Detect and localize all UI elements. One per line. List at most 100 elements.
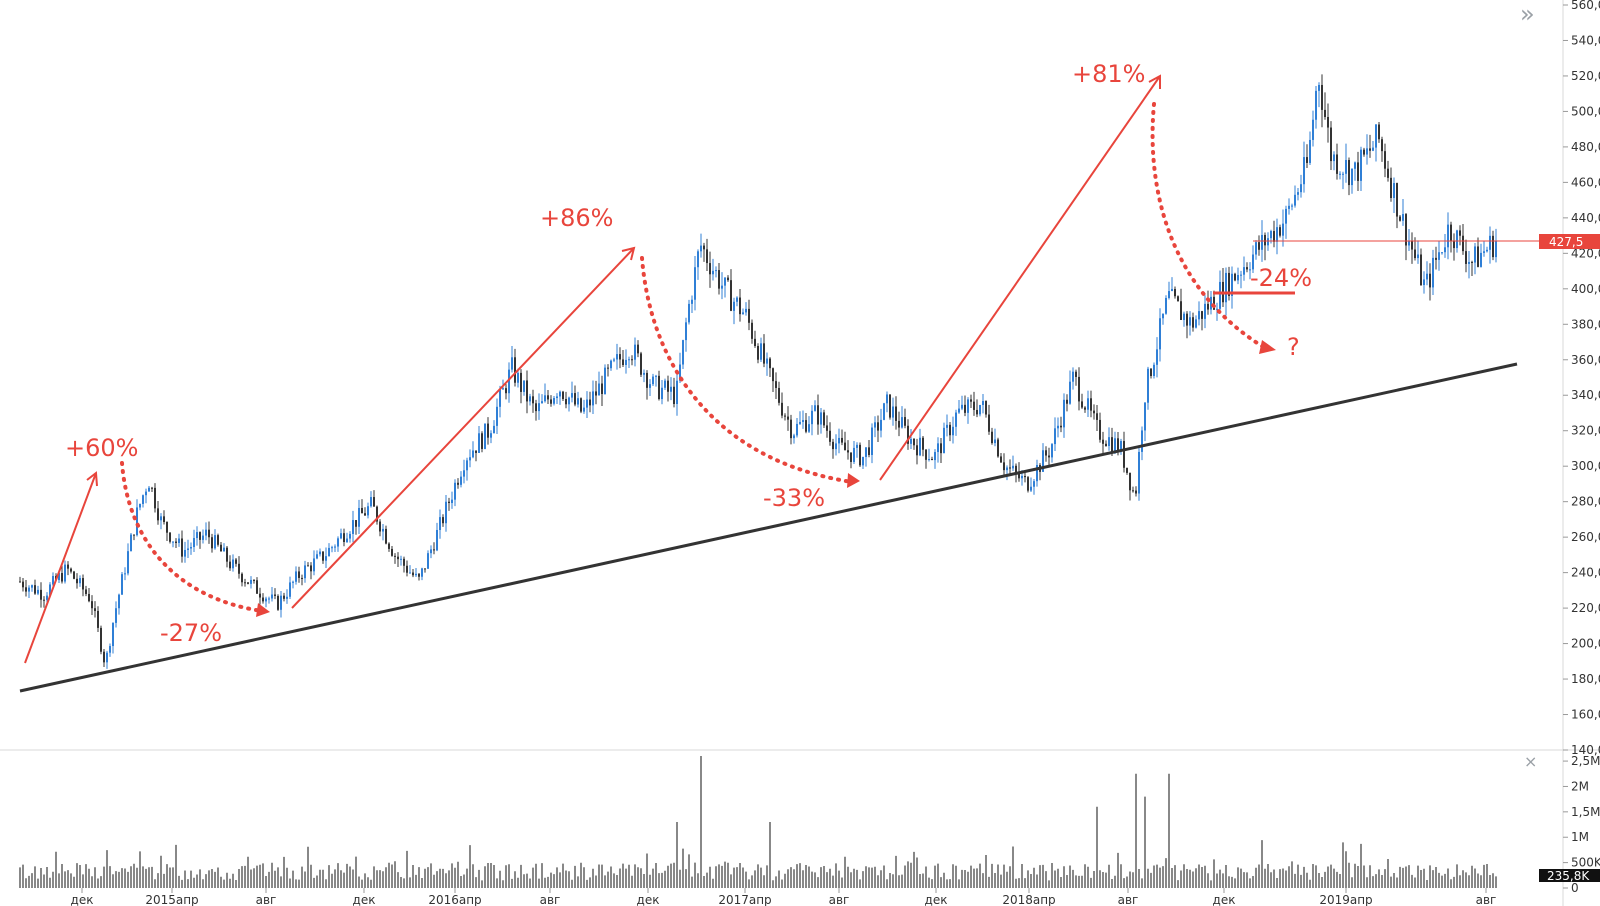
- price-tick-label: 260,0: [1571, 530, 1600, 544]
- annotation-question: ?: [1287, 333, 1300, 361]
- candle-body: [1180, 301, 1182, 321]
- candle-body: [337, 538, 339, 547]
- price-tick-label: 320,0: [1571, 424, 1600, 438]
- candle-body: [739, 297, 741, 315]
- candle-body: [148, 487, 150, 492]
- candle-body: [1198, 311, 1200, 320]
- candle-body: [976, 409, 978, 415]
- candle-body: [958, 408, 960, 413]
- candle-body: [925, 449, 927, 460]
- candle-body: [634, 344, 636, 360]
- candle-body: [799, 421, 801, 424]
- candle-body: [568, 397, 570, 405]
- candle-body: [1396, 183, 1398, 217]
- candle-body: [136, 507, 138, 536]
- candle-body: [1036, 465, 1038, 482]
- candle-body: [1183, 313, 1185, 321]
- candle-body: [658, 375, 660, 400]
- candle-body: [292, 581, 294, 583]
- candle-body: [592, 391, 594, 406]
- time-tick-label: 2015апр: [145, 893, 198, 906]
- candle-body: [67, 564, 69, 569]
- candle-body: [1408, 241, 1410, 246]
- annotation-gain-2: +86%: [540, 204, 613, 232]
- candle-body: [481, 433, 483, 449]
- candle-body: [967, 399, 969, 413]
- candle-body: [796, 423, 798, 436]
- candle-body: [961, 404, 963, 409]
- candle-body: [199, 532, 201, 540]
- candle-body: [448, 501, 450, 504]
- candle-body: [1063, 399, 1065, 428]
- candle-body: [163, 516, 165, 523]
- candle-body: [316, 554, 318, 559]
- candle-body: [1399, 216, 1401, 221]
- candle-body: [1426, 273, 1428, 280]
- annotation-loss-2: -33%: [763, 484, 825, 512]
- candle-body: [886, 394, 888, 404]
- candle-body: [178, 538, 180, 544]
- time-tick-label: дек: [353, 893, 376, 906]
- candle-body: [700, 245, 702, 252]
- candle-body: [406, 565, 408, 573]
- candle-body: [1120, 441, 1122, 452]
- candle-body: [664, 380, 666, 388]
- candle-body: [811, 410, 813, 425]
- candle-body: [1465, 251, 1467, 264]
- candle-body: [451, 499, 453, 504]
- candle-body: [889, 394, 891, 418]
- candle-body: [667, 380, 669, 392]
- candle-body: [1150, 368, 1152, 377]
- candle-body: [31, 585, 33, 588]
- candle-body: [364, 513, 366, 516]
- candle-body: [1435, 257, 1437, 260]
- candle-body: [640, 353, 642, 375]
- candle-body: [952, 426, 954, 436]
- candle-body: [1138, 451, 1140, 494]
- candle-body: [1336, 154, 1338, 174]
- candle-body: [805, 420, 807, 432]
- candle-body: [1210, 296, 1212, 310]
- candle-body: [757, 345, 759, 360]
- candle-body: [151, 487, 153, 489]
- candle-body: [34, 585, 36, 594]
- candle-body: [643, 372, 645, 375]
- candle-body: [1393, 183, 1395, 199]
- candle-body: [982, 401, 984, 405]
- drawdown-arrowhead-3: [1259, 340, 1276, 354]
- double-chevron-right-icon[interactable]: »: [1520, 0, 1535, 28]
- candle-body: [742, 312, 744, 315]
- candle-body: [121, 574, 123, 595]
- time-tick-label: дек: [1213, 893, 1236, 906]
- candle-body: [970, 399, 972, 402]
- annotation-loss-3: -24%: [1250, 264, 1312, 292]
- candle-body: [802, 420, 804, 422]
- candle-body: [637, 344, 639, 354]
- candle-body: [1045, 450, 1047, 456]
- candle-body: [286, 596, 288, 599]
- close-icon[interactable]: ×: [1524, 752, 1537, 771]
- candle-body: [1306, 157, 1308, 163]
- candle-body: [565, 399, 567, 405]
- volume-tick-label: 500K: [1571, 856, 1600, 870]
- candle-body: [1108, 437, 1110, 447]
- candle-body: [1372, 147, 1374, 151]
- candle-body: [1123, 441, 1125, 468]
- candle-body: [97, 610, 99, 628]
- candle-body: [1015, 465, 1017, 473]
- time-tick-label: 2017апр: [718, 893, 771, 906]
- candle-body: [232, 559, 234, 569]
- candle-body: [718, 270, 720, 289]
- candle-body: [1486, 249, 1488, 252]
- candle-body: [1237, 275, 1239, 281]
- candle-body: [73, 571, 75, 579]
- candle-body: [427, 553, 429, 569]
- candle-body: [832, 441, 834, 450]
- candle-body: [865, 447, 867, 457]
- candle-body: [544, 395, 546, 402]
- candle-body: [901, 417, 903, 428]
- candle-body: [484, 423, 486, 449]
- candle-body: [43, 599, 45, 601]
- candle-body: [304, 565, 306, 579]
- candle-body: [1300, 184, 1302, 193]
